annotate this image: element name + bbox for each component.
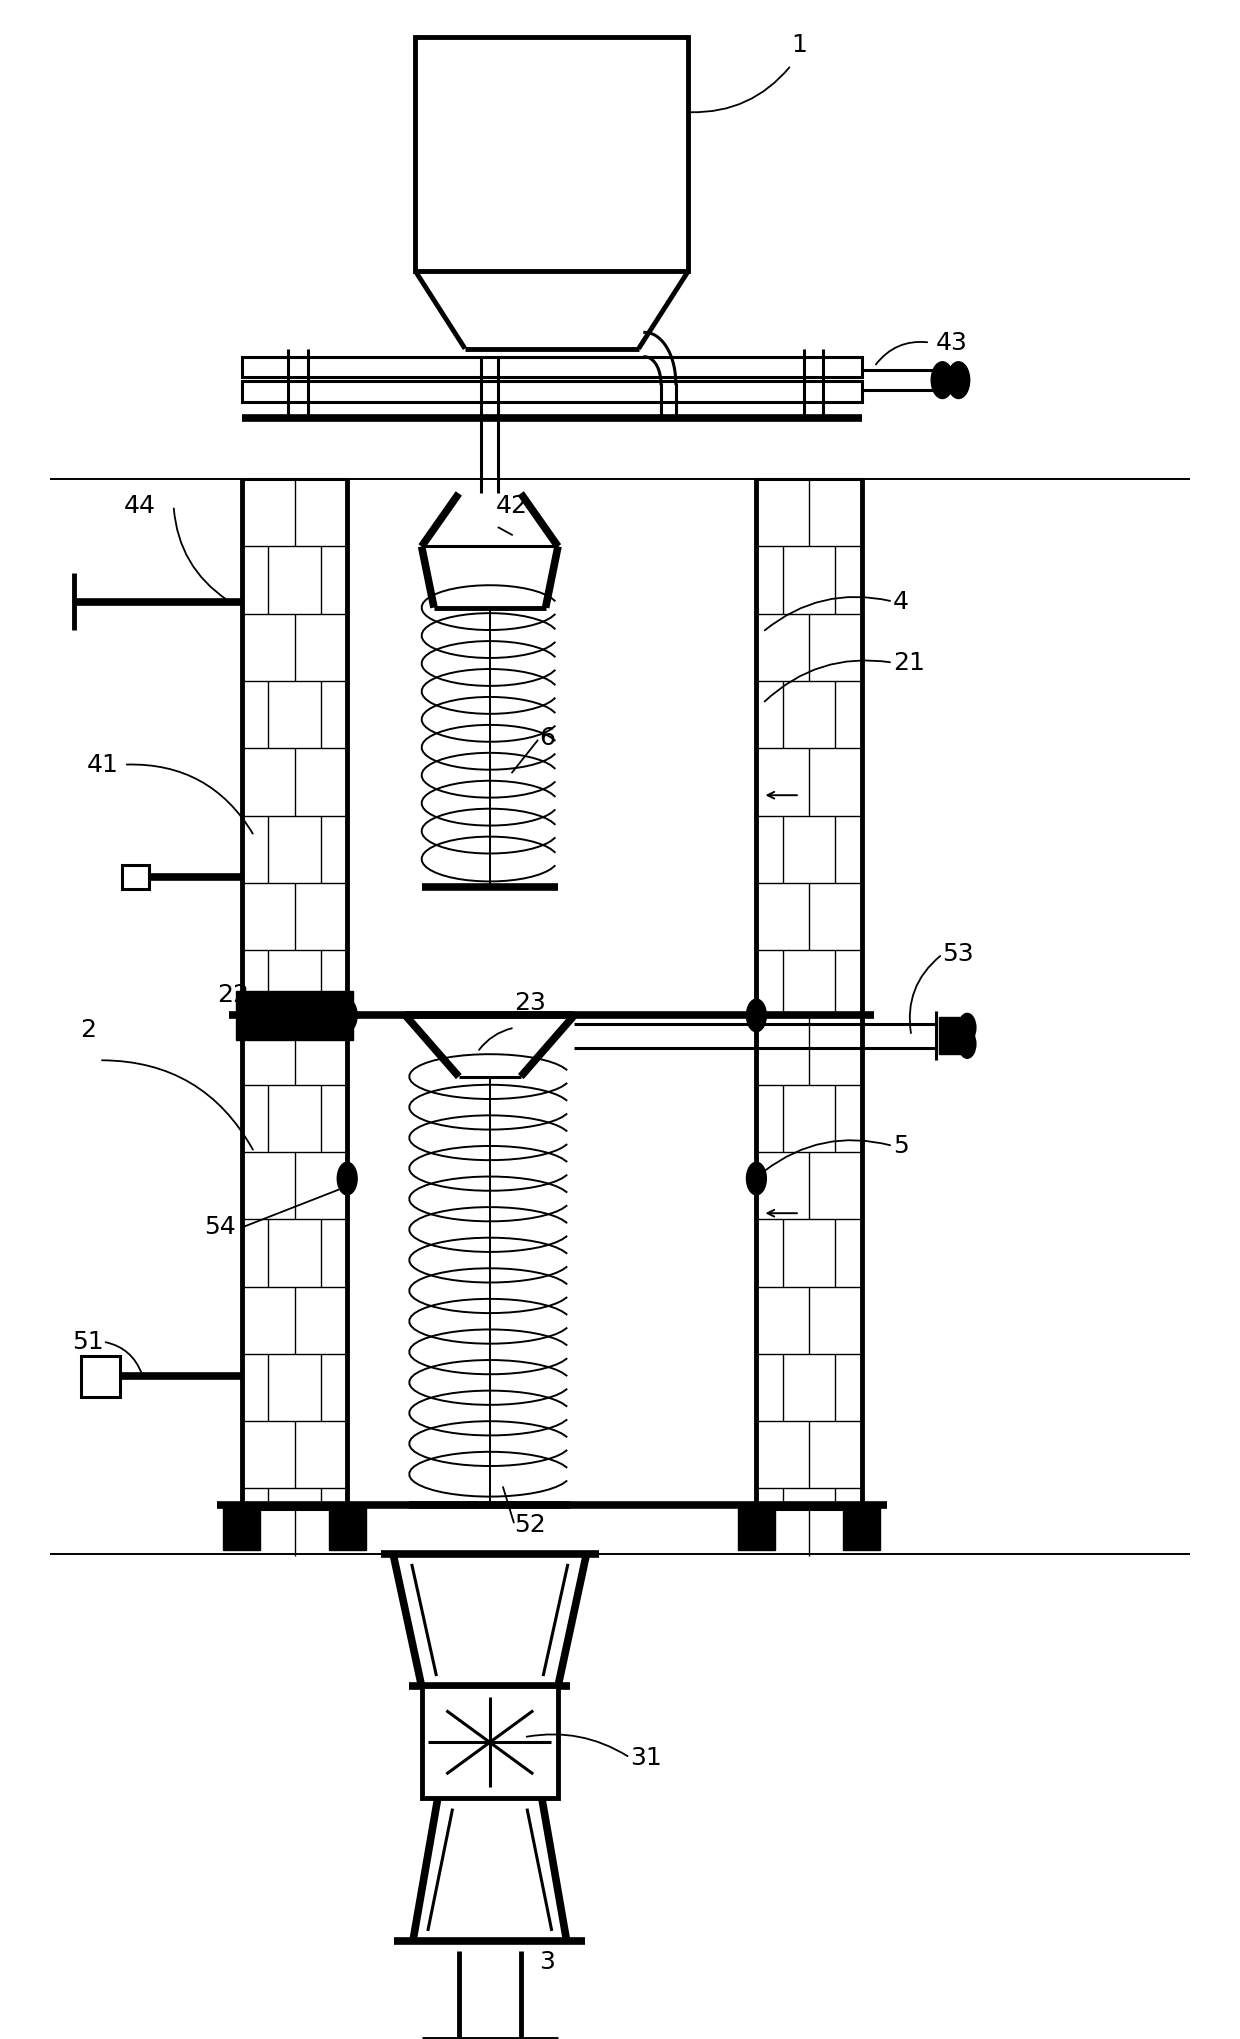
Circle shape <box>931 361 954 398</box>
Text: 23: 23 <box>515 991 547 1015</box>
Circle shape <box>746 1162 766 1195</box>
Bar <box>738 1505 775 1550</box>
Bar <box>329 1505 366 1550</box>
Circle shape <box>947 361 970 398</box>
Bar <box>223 1505 260 1550</box>
Text: 6: 6 <box>539 726 556 750</box>
Circle shape <box>746 999 766 1032</box>
Text: 41: 41 <box>87 752 119 777</box>
Text: 1: 1 <box>791 33 807 57</box>
Text: 3: 3 <box>539 1949 556 1974</box>
Text: 44: 44 <box>124 493 156 518</box>
Bar <box>122 865 149 889</box>
Text: 4: 4 <box>893 589 909 614</box>
Text: 54: 54 <box>205 1215 237 1240</box>
Text: 42: 42 <box>496 493 528 518</box>
Text: 53: 53 <box>942 942 975 966</box>
Text: 22: 22 <box>217 983 249 1007</box>
Text: 2: 2 <box>81 1017 97 1042</box>
Bar <box>81 1356 120 1397</box>
Bar <box>242 381 862 402</box>
Bar <box>242 479 347 1509</box>
Bar <box>236 991 353 1040</box>
Bar <box>415 37 688 271</box>
Bar <box>939 1017 966 1054</box>
Text: 21: 21 <box>893 650 925 675</box>
Bar <box>242 357 862 377</box>
Bar <box>422 1686 558 1798</box>
Text: 5: 5 <box>893 1134 909 1158</box>
Bar <box>756 479 862 1509</box>
Text: 31: 31 <box>630 1745 662 1770</box>
Circle shape <box>959 1013 976 1042</box>
Circle shape <box>337 1162 357 1195</box>
Text: 51: 51 <box>72 1329 104 1354</box>
Text: 43: 43 <box>936 330 968 355</box>
Text: 52: 52 <box>515 1513 547 1537</box>
Circle shape <box>959 1030 976 1058</box>
Circle shape <box>337 999 357 1032</box>
Bar <box>843 1505 880 1550</box>
